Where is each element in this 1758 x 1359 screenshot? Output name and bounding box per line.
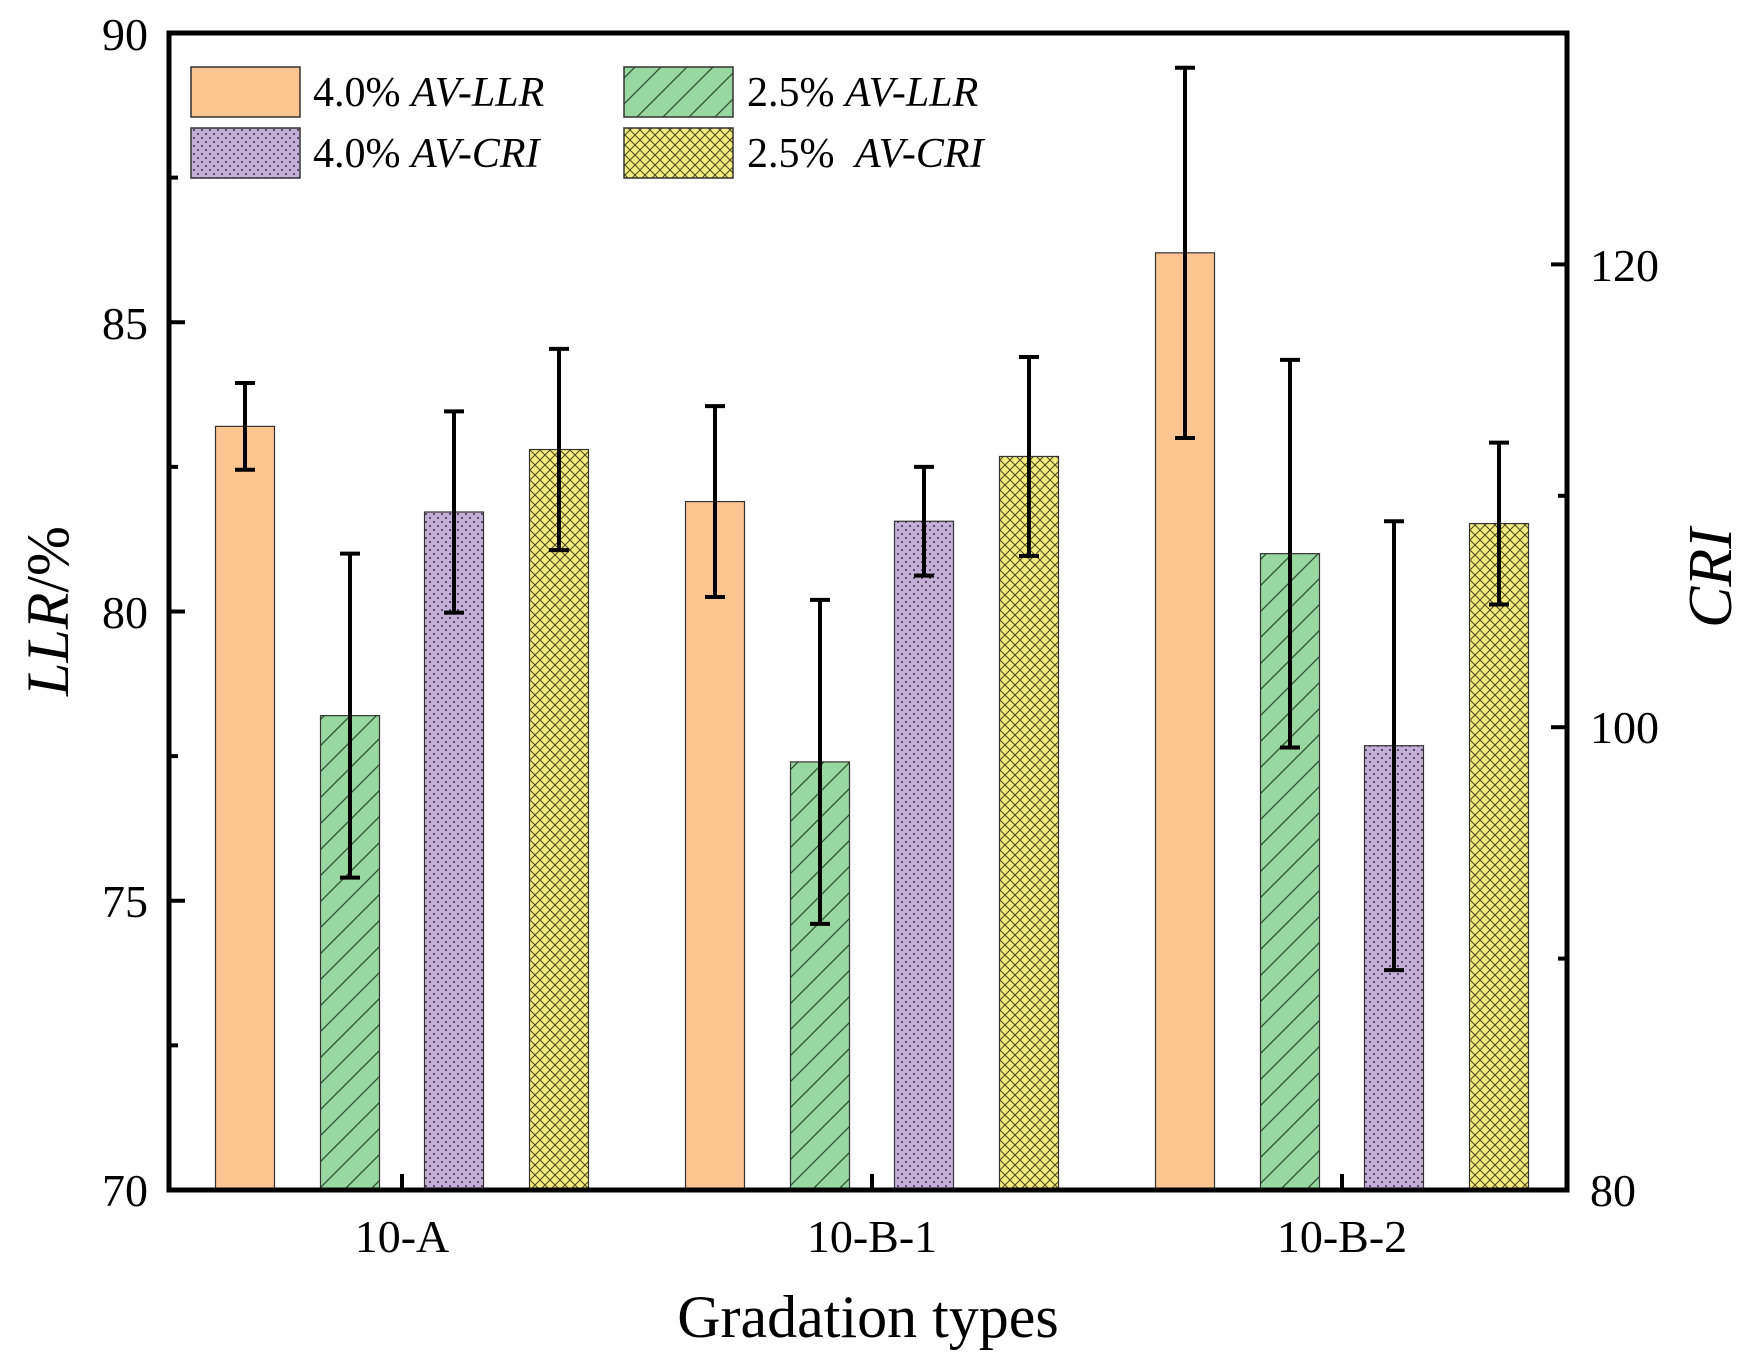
error-bar-llr_25-10-B-2 (1280, 357, 1300, 750)
error-bar-cri_25-10-B-1 (1019, 354, 1039, 558)
bar-cri_25-10-B-1 (998, 455, 1060, 1191)
legend-label-llr-25-plain: 2.5% (747, 70, 835, 116)
legend-swatch-llr-4 (190, 66, 301, 118)
category-label: 10-B-2 (1277, 1211, 1407, 1262)
bar-cri_25-10-B-2 (1468, 522, 1530, 1191)
legend-swatch-cri-4 (190, 127, 301, 179)
category-label: 10-A (355, 1211, 450, 1262)
legend-label-cri-4: 4.0% AV-CRI (313, 131, 542, 177)
legend-label-llr-4-italic: AV-LLR (408, 70, 544, 116)
right-axis-title: CRI (1677, 525, 1745, 628)
legend-label-llr-25: 2.5% AV-LLR (747, 70, 978, 116)
bar-llr_4-10-A (214, 425, 276, 1191)
category-label: 10-B-1 (807, 1211, 937, 1262)
error-bar-cri_25-10-A (549, 346, 569, 553)
error-bars-layer (235, 65, 1509, 973)
legend-swatch-cri-25 (623, 127, 734, 179)
left-axis-title: LLR/% (15, 526, 81, 697)
right-tick-label: 80 (1590, 1165, 1636, 1216)
legend-label-cri-25: 2.5% AV-CRI (747, 131, 986, 177)
right-axis-tick-labels: 80 100 120 (1590, 240, 1659, 1216)
left-axis-title-unit: /% (15, 526, 81, 593)
bar-cri_4-10-B-1 (893, 520, 955, 1191)
error-bar-llr_25-10-B-1 (810, 597, 830, 926)
left-tick-label: 80 (102, 587, 148, 638)
error-bar-llr_4-10-A (235, 380, 255, 472)
left-tick-label: 90 (102, 9, 148, 60)
error-bar-llr_4-10-B-2 (1175, 65, 1195, 440)
error-bar-llr_25-10-A (340, 551, 360, 880)
error-bar-llr_4-10-B-1 (705, 404, 725, 600)
legend-label-cri-4-plain: 4.0% (313, 131, 401, 177)
legend-label-cri-4-italic: AV-CRI (408, 131, 542, 177)
error-bar-cri_25-10-B-2 (1489, 440, 1509, 607)
x-axis-tick-labels: 10-A 10-B-1 10-B-2 (355, 1211, 1407, 1262)
x-axis-title: Gradation types (677, 1284, 1059, 1350)
bar-cri_4-10-A (423, 511, 485, 1191)
error-bar-cri_4-10-B-2 (1384, 519, 1404, 973)
bars-layer (214, 252, 1530, 1191)
legend: 4.0% AV-LLR 2.5% AV-LLR 4.0% AV-CRI 2.5%… (190, 66, 986, 179)
bar-llr_4-10-B-1 (684, 500, 746, 1191)
legend-label-llr-4-plain: 4.0% (313, 70, 401, 116)
left-axis-tick-labels: 70 75 80 85 90 (102, 9, 148, 1216)
right-tick-label: 120 (1590, 240, 1659, 291)
error-bar-cri_4-10-B-1 (914, 464, 934, 578)
error-bar-cri_4-10-A (444, 409, 464, 615)
legend-label-cri-25-plain: 2.5% (747, 131, 835, 177)
right-tick-label: 100 (1590, 702, 1659, 753)
ticks-layer (169, 31, 1567, 1192)
bar-cri_25-10-A (528, 448, 590, 1191)
left-axis-title-italic: LLR (15, 593, 81, 697)
left-tick-label: 75 (102, 876, 148, 927)
legend-label-llr-25-italic: AV-LLR (842, 70, 978, 116)
legend-label-cri-25-italic: AV-CRI (852, 131, 986, 177)
legend-swatch-llr-25 (623, 66, 734, 118)
legend-label-llr-4: 4.0% AV-LLR (313, 70, 544, 116)
left-tick-label: 70 (102, 1165, 148, 1216)
left-tick-label: 85 (102, 298, 148, 349)
